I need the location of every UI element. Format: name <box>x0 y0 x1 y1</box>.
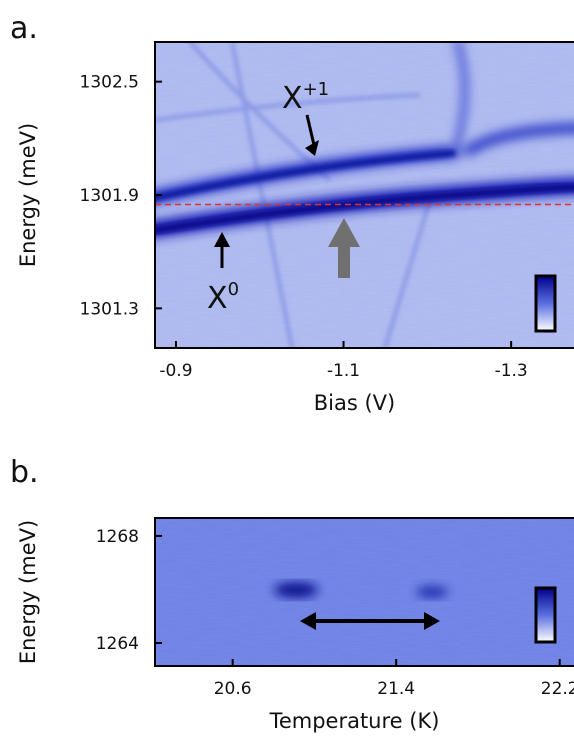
panel-label: a. <box>10 11 38 46</box>
colorbar <box>534 274 557 333</box>
x-tick-label: -0.9 <box>159 361 192 381</box>
double-arrow <box>300 612 440 630</box>
heatmap-a <box>155 42 574 348</box>
axis-frame <box>154 517 574 667</box>
annotation: X0 <box>207 279 239 316</box>
y-axis-label: Energy (meV) <box>16 123 40 267</box>
x-axis-label: Temperature (K) <box>269 709 440 733</box>
x-axis-label: Bias (V) <box>314 391 395 415</box>
y-tick-label: 1264 <box>96 634 139 654</box>
arrows <box>214 114 319 268</box>
x-tick-label: 22.2 <box>541 679 574 699</box>
x-tick-label: -1.3 <box>495 361 528 381</box>
y-axis-label: Energy (meV) <box>16 520 40 664</box>
y-tick-label: 1302.5 <box>80 73 139 93</box>
x-tick-label: -1.1 <box>327 361 360 381</box>
y-tick-label: 1268 <box>96 527 139 547</box>
colorbar <box>534 586 557 644</box>
x-tick-label: 20.6 <box>214 679 252 699</box>
annotation: X+1 <box>282 79 329 116</box>
panel-label: b. <box>10 455 39 490</box>
heatmap-b <box>155 518 574 666</box>
y-tick-label: 1301.9 <box>80 186 139 206</box>
y-tick-label: 1301.3 <box>80 299 139 319</box>
x-tick-label: 21.4 <box>377 679 415 699</box>
gray-arrow <box>328 218 360 278</box>
